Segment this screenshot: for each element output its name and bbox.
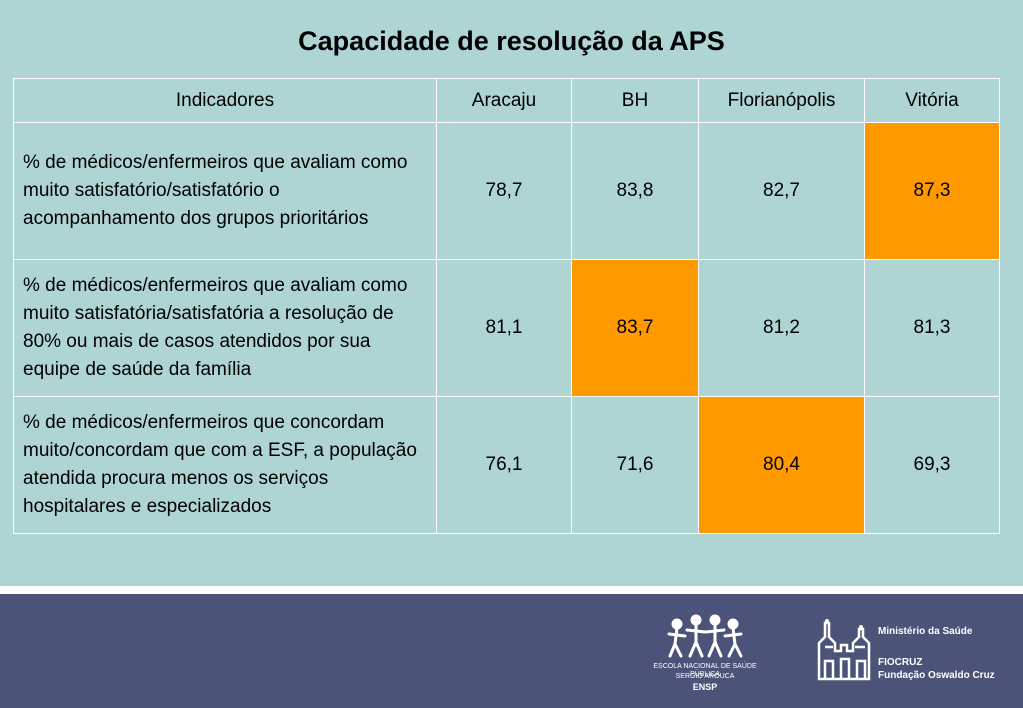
indicator-cell: % de médicos/enfermeiros que avaliam com… [13, 122, 437, 260]
header-aracaju: Aracaju [436, 78, 572, 123]
value-cell-aracaju: 81,1 [436, 259, 572, 397]
value-cell-florianopolis: 81,2 [698, 259, 865, 397]
value-cell-aracaju: 76,1 [436, 396, 572, 534]
ensp-abbr: ENSP [692, 682, 718, 692]
indicator-cell: % de médicos/enfermeiros que avaliam com… [13, 259, 437, 397]
header-indicadores: Indicadores [13, 78, 437, 123]
footer-divider [0, 586, 1023, 594]
value-cell-florianopolis: 82,7 [698, 122, 865, 260]
indicator-cell: % de médicos/enfermeiros que concordam m… [13, 396, 437, 534]
table-header-row: Indicadores Aracaju BH Florianópolis Vit… [13, 78, 1000, 123]
ensp-figures-icon [667, 614, 743, 658]
fiocruz-castle-icon [817, 619, 871, 681]
foundation-label: Fundação Oswaldo Cruz [878, 670, 995, 681]
value-cell-bh: 71,6 [571, 396, 699, 534]
value-cell-vitoria: 87,3 [864, 122, 1000, 260]
value-cell-bh: 83,8 [571, 122, 699, 260]
table-row: % de médicos/enfermeiros que concordam m… [13, 396, 1000, 534]
ensp-logo-icon: ESCOLA NACIONAL DE SAÚDE PÚBLICA SERGIO … [645, 610, 765, 702]
value-cell-vitoria: 81,3 [864, 259, 1000, 397]
fiocruz-label: FIOCRUZ [878, 657, 923, 668]
ensp-name: ESCOLA NACIONAL DE SAÚDE PÚBLICA [653, 663, 757, 678]
ministry-label: Ministério da Saúde [878, 626, 973, 637]
value-cell-aracaju: 78,7 [436, 122, 572, 260]
value-cell-florianopolis: 80,4 [698, 396, 865, 534]
header-vitoria: Vitória [864, 78, 1000, 123]
value-cell-bh: 83,7 [571, 259, 699, 397]
header-bh: BH [571, 78, 699, 123]
ensp-subname: SERGIO AROUCA [675, 673, 735, 680]
value-cell-vitoria: 69,3 [864, 396, 1000, 534]
header-florianopolis: Florianópolis [698, 78, 865, 123]
indicators-table: Indicadores Aracaju BH Florianópolis Vit… [13, 78, 1000, 534]
table-row: % de médicos/enfermeiros que avaliam com… [13, 259, 1000, 397]
table-row: % de médicos/enfermeiros que avaliam com… [13, 122, 1000, 260]
page-title: Capacidade de resolução da APS [298, 26, 725, 56]
